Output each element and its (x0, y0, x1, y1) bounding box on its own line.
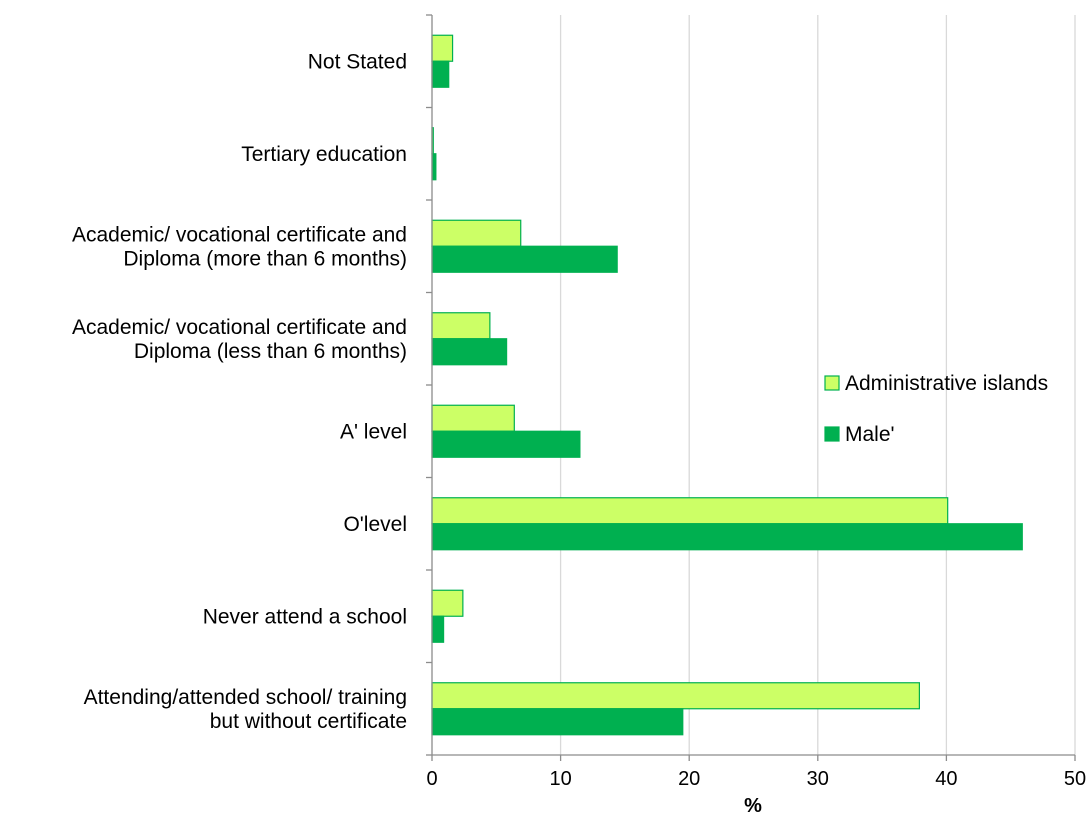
bar-male-4 (431, 430, 581, 458)
bar-administrative-islands-4 (431, 404, 515, 432)
bar-administrative-islands-0 (431, 34, 454, 62)
category-label-line: but without certificate (210, 710, 407, 733)
category-label-line: Not Stated (308, 50, 407, 73)
category-label: Never attend a school (203, 605, 407, 628)
category-label-line: O'level (343, 513, 407, 536)
bar-administrative-islands-2 (431, 219, 522, 247)
bar-administrative-islands-6 (431, 589, 464, 617)
x-tick-label: 30 (807, 768, 829, 790)
category-label: Not Stated (308, 50, 407, 73)
category-label-line: Never attend a school (203, 605, 407, 628)
category-label: Academic/ vocational certificate and Dipl… (72, 316, 407, 363)
category-label: Attending/attended school/ training but w… (84, 686, 407, 733)
x-axis-title: % (744, 795, 762, 817)
bars (431, 34, 1023, 736)
category-label-line: Diploma (less than 6 months) (134, 340, 407, 363)
legend-swatch-male (824, 426, 840, 442)
bar-male-3 (431, 338, 508, 366)
bar-male-0 (431, 60, 450, 88)
category-label: Academic/ vocational certificate and Dipl… (72, 223, 407, 270)
x-tick-label: 40 (935, 768, 957, 790)
bar-male-7 (431, 708, 684, 736)
gridlines (559, 15, 1076, 755)
legend: Administrative islands Male' (824, 372, 1048, 446)
category-label: Tertiary education (241, 143, 407, 166)
category-label-line: Attending/attended school/ training (84, 686, 407, 709)
category-label-line: A' level (340, 420, 407, 443)
bar-administrative-islands-3 (431, 312, 491, 340)
axes (426, 14, 1076, 761)
category-label: A' level (340, 420, 407, 443)
x-tick-label: 10 (549, 768, 571, 790)
category-label-line: Academic/ vocational certificate and (72, 316, 407, 339)
category-label: O'level (343, 513, 407, 536)
x-tick-labels: 0 10 20 30 40 50 (426, 768, 1086, 790)
bar-male-2 (431, 245, 618, 273)
legend-swatch-administrative-islands (824, 375, 840, 391)
category-label-line: Diploma (more than 6 months) (123, 247, 407, 270)
category-labels: Not Stated Tertiary education Academic/ vo… (72, 50, 407, 733)
category-label-line: Tertiary education (241, 143, 407, 166)
x-tick-label: 50 (1064, 768, 1086, 790)
bar-male-5 (431, 523, 1023, 551)
legend-label-male: Male' (845, 423, 895, 446)
bar-male-6 (431, 615, 445, 643)
bar-administrative-islands-7 (431, 682, 920, 710)
category-label-line: Academic/ vocational certificate and (72, 223, 407, 246)
x-tick-label: 20 (678, 768, 700, 790)
legend-label-administrative-islands: Administrative islands (845, 372, 1048, 395)
bar-administrative-islands-5 (431, 497, 949, 525)
x-tick-label: 0 (426, 768, 437, 790)
